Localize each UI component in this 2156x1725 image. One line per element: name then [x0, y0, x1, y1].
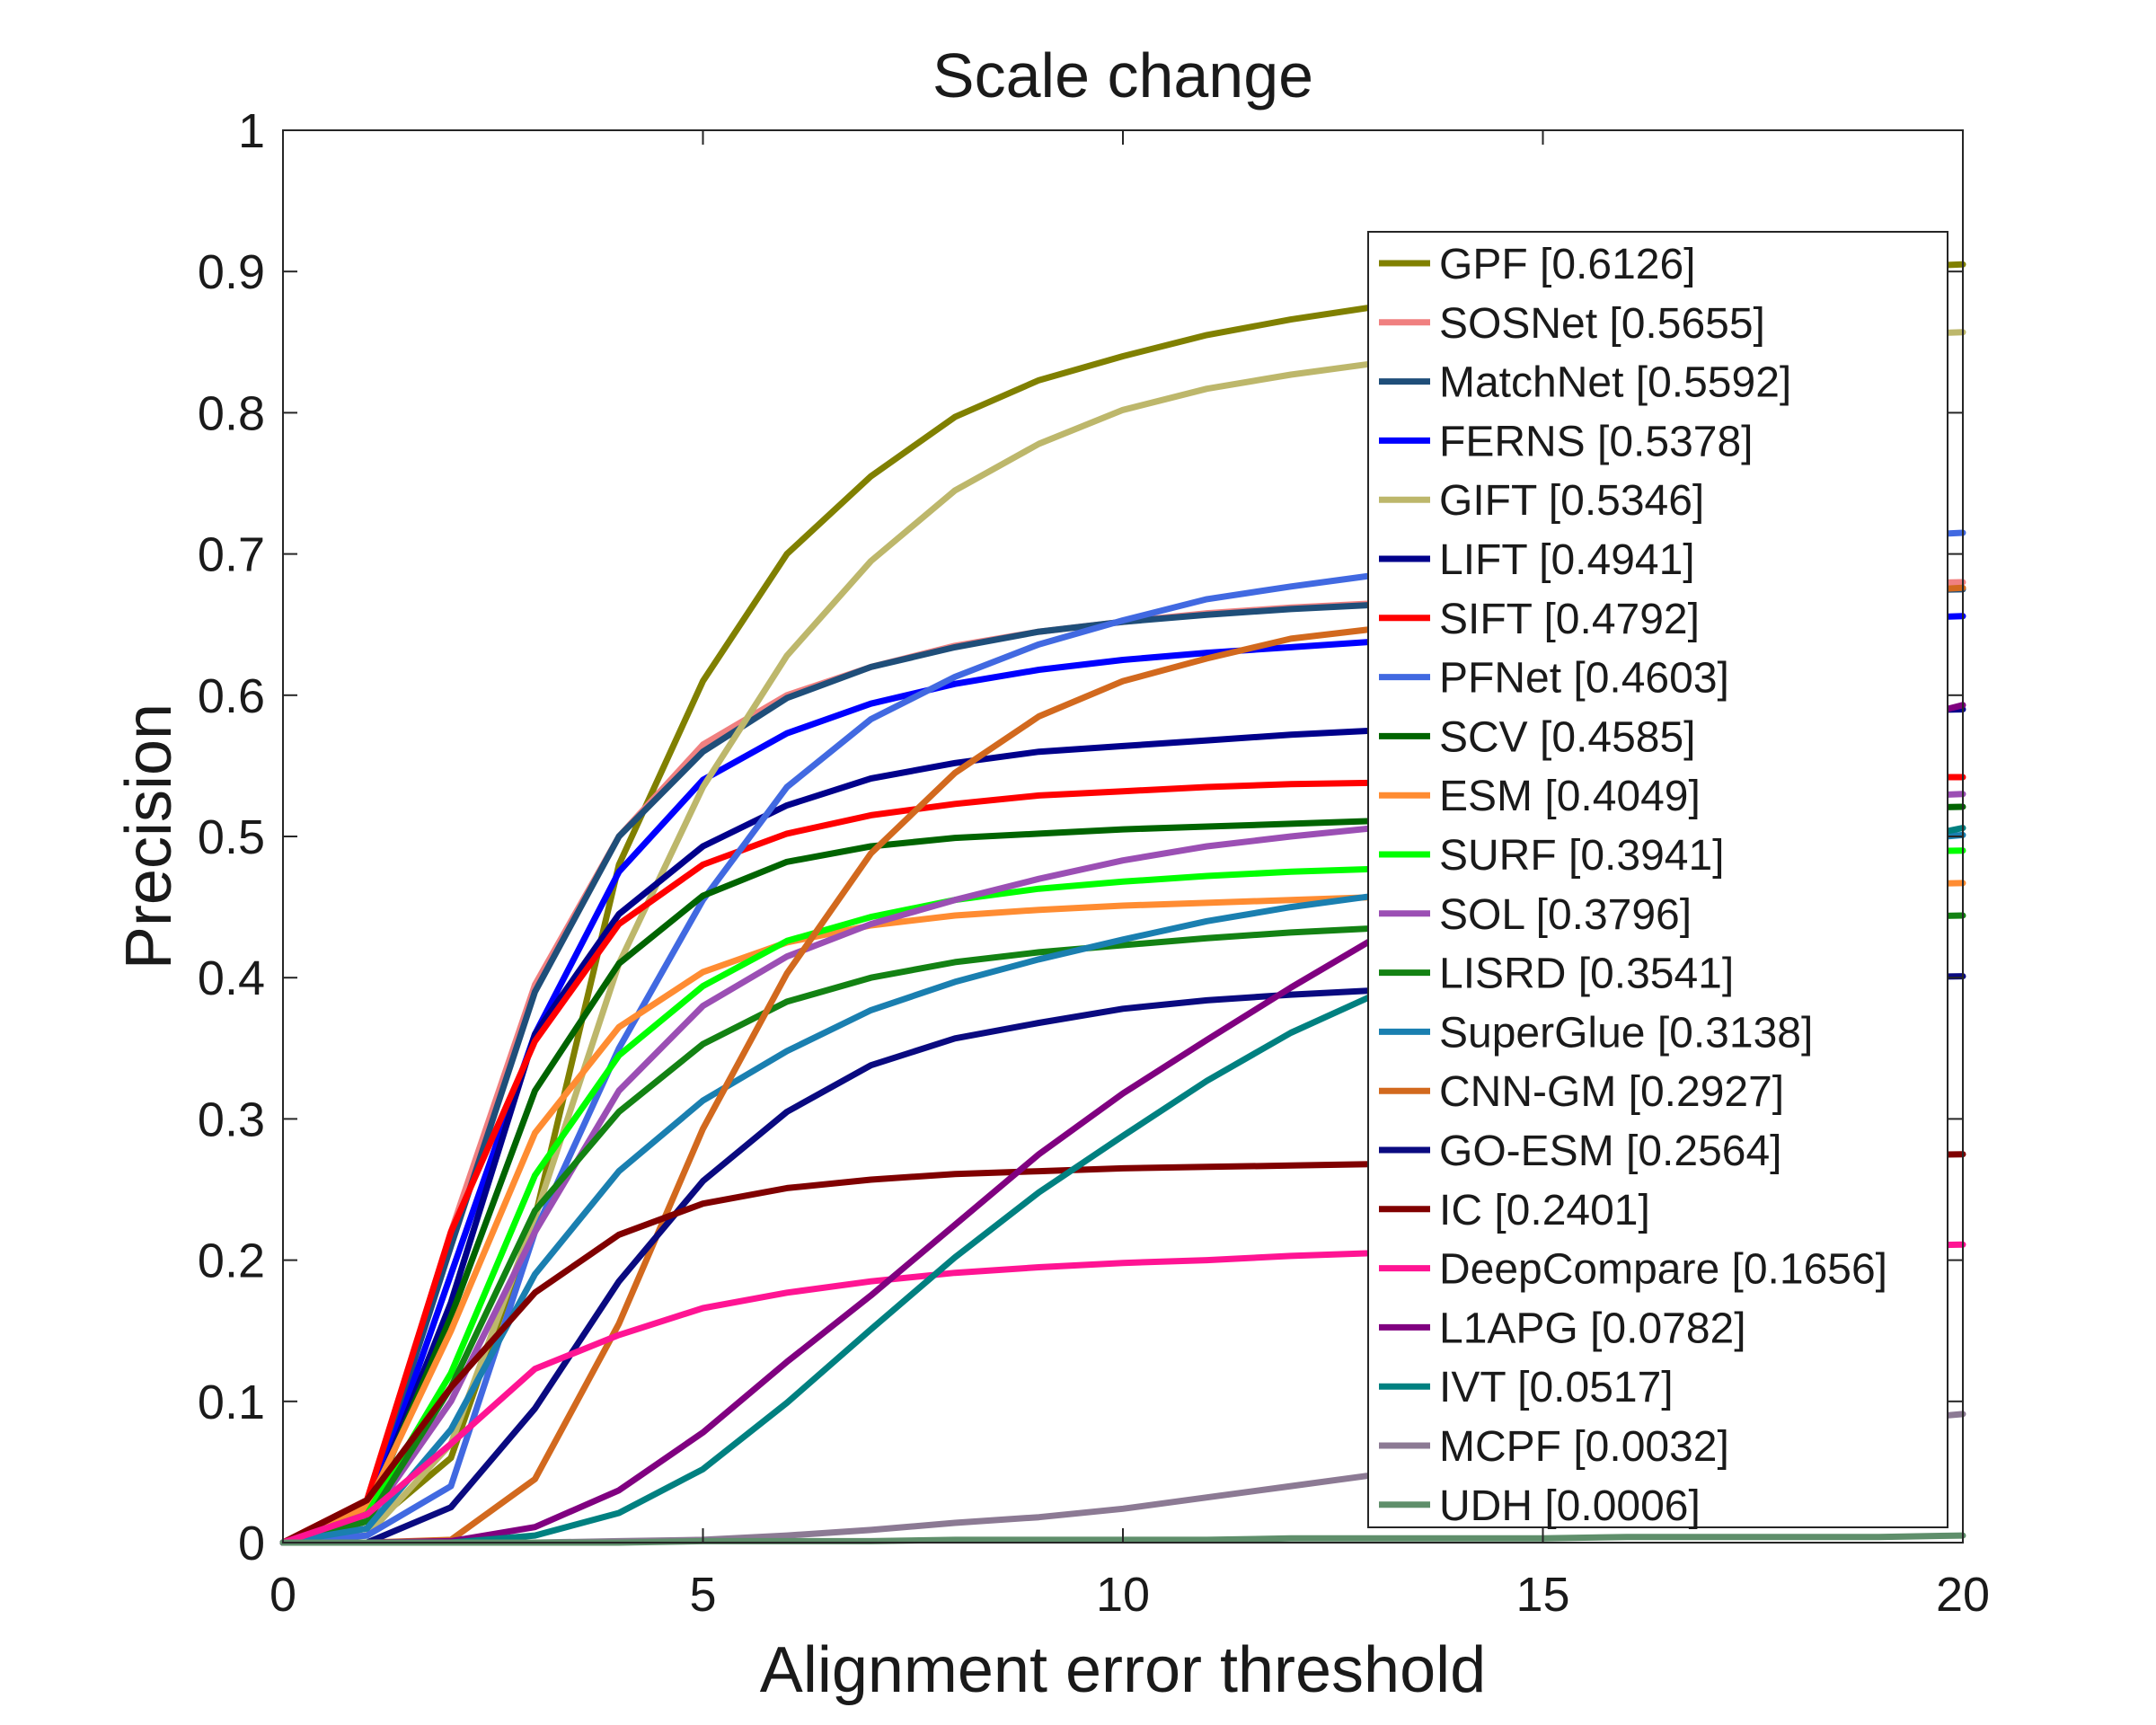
y-tick-label: 0.5: [198, 810, 265, 864]
legend-label-matchnet: MatchNet [0.5592]: [1439, 359, 1791, 407]
x-tick-label: 5: [689, 1568, 716, 1622]
x-tick-label: 0: [270, 1568, 296, 1622]
legend-label-pfnet: PFNet [0.4603]: [1439, 655, 1729, 703]
legend: GPF [0.6126] SOSNet [0.5655] MatchNet [0.5…: [1367, 231, 1948, 1530]
legend-label-go-esm: GO-ESM [0.2564]: [1439, 1128, 1782, 1175]
y-tick-label: 0.3: [198, 1092, 265, 1146]
x-tick-label: 15: [1515, 1568, 1569, 1622]
y-tick-label: 0.4: [198, 951, 265, 1005]
legend-label-mcpf: MCPF [0.0032]: [1439, 1423, 1729, 1471]
y-axis-label: Precision: [113, 703, 185, 969]
y-tick-label: 0.7: [198, 528, 265, 582]
legend-label-superglue: SuperGlue [0.3138]: [1439, 1009, 1813, 1057]
y-tick-label: 0.9: [198, 245, 265, 299]
legend-label-lift: LIFT [0.4941]: [1439, 536, 1695, 584]
legend-label-ivt: IVT [0.0517]: [1439, 1364, 1674, 1411]
legend-label-scv: SCV [0.4585]: [1439, 713, 1696, 761]
x-tick-label: 10: [1096, 1568, 1150, 1622]
y-tick-label: 0.6: [198, 669, 265, 723]
legend-label-cnn-gm: CNN-GM [0.2927]: [1439, 1068, 1784, 1116]
legend-label-esm: ESM [0.4049]: [1439, 773, 1701, 820]
y-tick-label: 1: [238, 104, 265, 158]
x-axis-label: Alignment error threshold: [760, 1634, 1486, 1706]
legend-label-lisrd: LISRD [0.3541]: [1439, 951, 1734, 998]
legend-box: [1367, 231, 1948, 1528]
y-tick-label: 0.1: [198, 1376, 265, 1429]
legend-label-gift: GIFT [0.5346]: [1439, 477, 1704, 525]
y-tick-label: 0.8: [198, 386, 265, 440]
chart-title: Scale change: [932, 40, 1313, 111]
x-tick-label: 20: [1936, 1568, 1990, 1622]
legend-label-l1apg: L1APG [0.0782]: [1439, 1305, 1746, 1352]
legend-label-sol: SOL [0.3796]: [1439, 891, 1692, 939]
legend-label-ic: IC [0.2401]: [1439, 1187, 1650, 1234]
legend-label-surf: SURF [0.3941]: [1439, 832, 1724, 880]
legend-label-sift: SIFT [0.4792]: [1439, 596, 1700, 643]
y-tick-label: 0: [238, 1517, 265, 1570]
y-tick-label: 0.2: [198, 1234, 265, 1288]
legend-label-sosnet: SOSNet [0.5655]: [1439, 300, 1765, 348]
y-axis: 0 0.1 0.2 0.3 0.4 0.5 0.6 0.7 0.8 0.9 1: [198, 104, 1963, 1570]
legend-label-ferns: FERNS [0.5378]: [1439, 418, 1754, 465]
x-axis: 0 5 10 15 20: [270, 130, 1990, 1622]
legend-label-gpf: GPF [0.6126]: [1439, 241, 1696, 288]
legend-label-deepcompare: DeepCompare [0.1656]: [1439, 1246, 1887, 1294]
legend-label-udh: UDH [0.0006]: [1439, 1482, 1701, 1530]
